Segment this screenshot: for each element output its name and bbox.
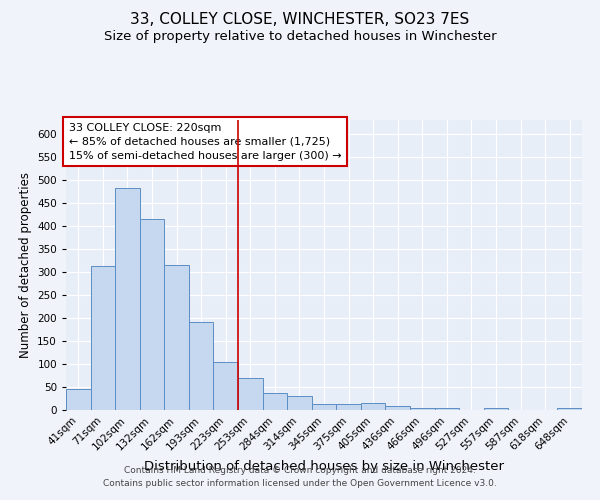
Bar xyxy=(385,406,410,410)
Text: Contains HM Land Registry data © Crown copyright and database right 2024.
Contai: Contains HM Land Registry data © Crown c… xyxy=(103,466,497,487)
Bar xyxy=(140,219,164,410)
Bar xyxy=(557,408,582,410)
Bar xyxy=(115,188,140,410)
X-axis label: Distribution of detached houses by size in Winchester: Distribution of detached houses by size … xyxy=(144,460,504,473)
Bar xyxy=(361,403,385,410)
Bar xyxy=(484,408,508,410)
Bar xyxy=(434,408,459,410)
Bar xyxy=(263,393,287,410)
Y-axis label: Number of detached properties: Number of detached properties xyxy=(19,172,32,358)
Bar xyxy=(164,265,189,410)
Bar xyxy=(91,266,115,410)
Bar xyxy=(287,396,312,410)
Bar xyxy=(214,362,238,410)
Bar xyxy=(410,408,434,410)
Bar xyxy=(66,389,91,410)
Bar xyxy=(336,404,361,410)
Bar xyxy=(189,322,214,410)
Text: Size of property relative to detached houses in Winchester: Size of property relative to detached ho… xyxy=(104,30,496,43)
Text: 33, COLLEY CLOSE, WINCHESTER, SO23 7ES: 33, COLLEY CLOSE, WINCHESTER, SO23 7ES xyxy=(130,12,470,28)
Bar xyxy=(238,378,263,410)
Bar xyxy=(312,404,336,410)
Text: 33 COLLEY CLOSE: 220sqm
← 85% of detached houses are smaller (1,725)
15% of semi: 33 COLLEY CLOSE: 220sqm ← 85% of detache… xyxy=(68,123,341,161)
